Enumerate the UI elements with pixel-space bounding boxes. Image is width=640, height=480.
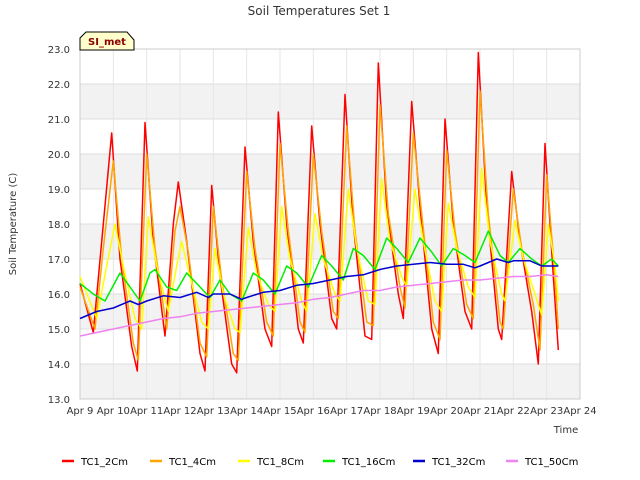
legend-label: TC1_50Cm [524,457,578,468]
x-tick-label: Apr 23 [530,406,563,417]
legend-label: TC1_4Cm [168,457,216,468]
x-tick-label: Apr 17 [330,406,363,417]
badge-shape [79,31,135,51]
x-tick-label: Apr 24 [563,406,596,417]
y-tick-label: 22.0 [48,80,70,91]
chart-title: Soil Temperatures Set 1 [248,4,391,18]
legend: TC1_2Cm TC1_4Cm TC1_8Cm TC1_16Cm TC1_32Cm TC1… [62,457,578,468]
y-tick-label: 20.0 [48,150,70,161]
plot-frame [79,48,581,400]
y-tick-label: 18.0 [48,220,70,231]
x-tick-label: Apr 22 [497,406,530,417]
legend-label: TC1_8Cm [256,457,304,468]
x-tick-label: Apr 13 [197,406,230,417]
x-tick-label: Apr 15 [263,406,296,417]
x-tick-label: Apr 11 [130,406,163,417]
plot-band [80,49,580,84]
y-tick-label: 23.0 [48,45,70,56]
series-line-tc1-16cm [79,230,559,302]
plot-band [80,84,580,119]
plot-band [80,119,580,154]
x-tick-label: Apr 9 [67,406,94,417]
y-tick-label: 15.0 [48,325,70,336]
badge-label: SI_met [88,37,126,48]
plot-band [80,224,580,259]
y-tick-label: 17.0 [48,255,70,266]
series-line-tc1-50cm [79,274,559,337]
y-tick-label: 16.0 [48,290,70,301]
x-tick-label: Apr 18 [363,406,396,417]
plot-band [80,364,580,399]
y-tick-label: 19.0 [48,185,70,196]
y-axis-label: Soil Temperature (C) [8,173,19,276]
x-axis-label: Time [553,425,578,436]
y-axis-ticks: 13.0 14.0 15.0 16.0 17.0 18.0 19.0 20.0 21.0 22.0… [48,45,70,406]
x-tick-label: Apr 20 [430,406,463,417]
y-tick-label: 21.0 [48,115,70,126]
x-tick-label: Apr 19 [397,406,430,417]
x-axis-ticks: Apr 9 Apr 10 Apr 11 Apr 12 Apr 13 Apr 14 Apr 1… [67,406,597,417]
x-tick-label: Apr 14 [230,406,263,417]
x-tick-label: Apr 12 [163,406,196,417]
plot-band [80,189,580,224]
x-tick-label: Apr 21 [463,406,496,417]
x-tick-label: Apr 10 [97,406,130,417]
legend-label: TC1_2Cm [80,457,128,468]
x-tick-label: Apr 16 [297,406,330,417]
legend-label: TC1_16Cm [341,457,395,468]
plot-band [80,154,580,189]
y-tick-label: 13.0 [48,395,70,406]
y-tick-label: 14.0 [48,360,70,371]
plot-band [80,329,580,364]
series-layer [79,51,560,374]
si-met-badge: SI_met [79,31,135,51]
legend-label: TC1_32Cm [431,457,485,468]
series-line-tc1-32cm [79,258,559,320]
